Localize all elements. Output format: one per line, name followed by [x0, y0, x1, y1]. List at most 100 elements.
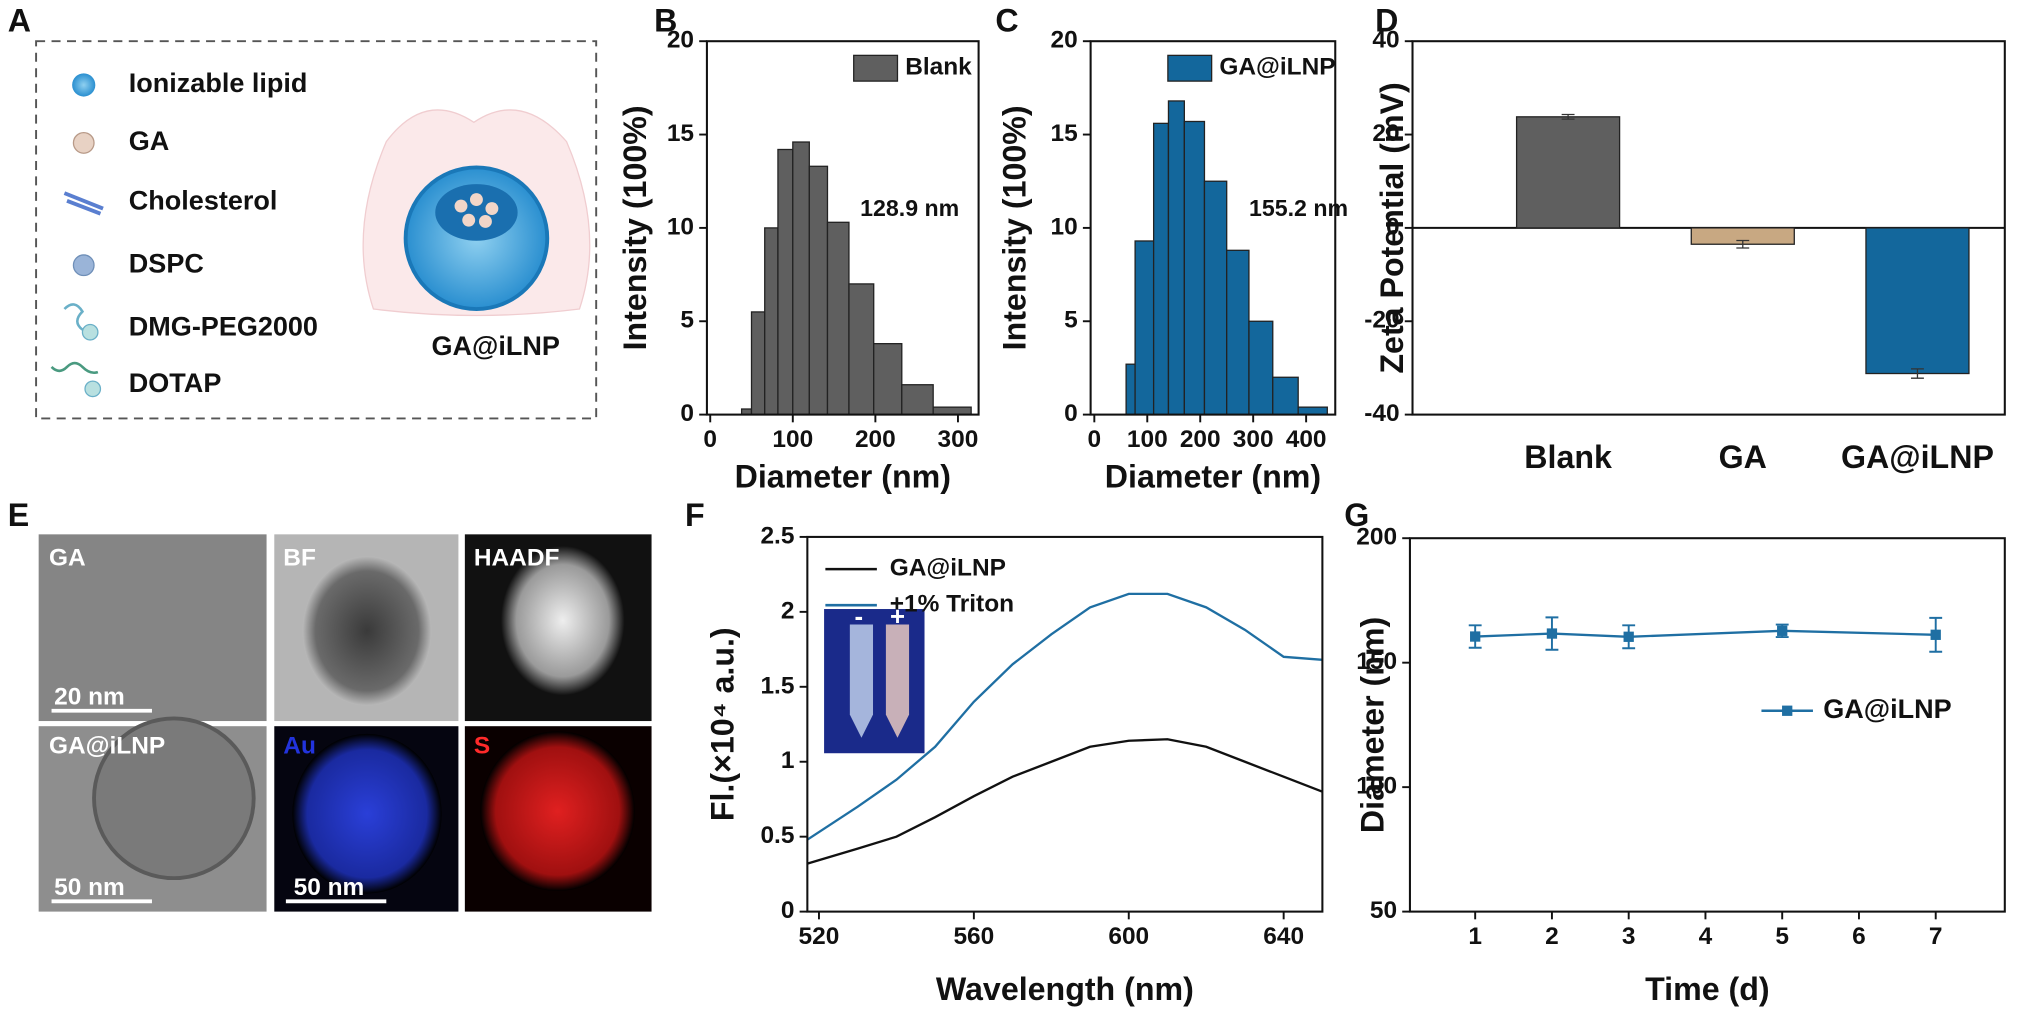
legend-item: Cholesterol: [129, 185, 278, 215]
hist-bar: [1152, 122, 1170, 416]
scale-label: 20 nm: [54, 683, 125, 710]
error-bar: [1561, 113, 1575, 120]
image-label: HAADF: [474, 544, 560, 571]
y-tick-label: 5: [1064, 307, 1078, 334]
axes-frame: [1411, 40, 2006, 416]
y-tick-label: -40: [1364, 400, 1399, 427]
y-tick-label: 150: [1356, 648, 1397, 675]
hist-bar: [1248, 320, 1274, 416]
legend-icons: [50, 73, 104, 398]
annotation: 128.9 nm: [860, 195, 959, 221]
legend-marker: [1782, 705, 1793, 716]
y-tick-label: 0: [781, 897, 795, 924]
legend-swatch: [1167, 54, 1213, 82]
line-series: [1475, 629, 1936, 638]
line-series: [807, 738, 1323, 865]
x-tick-label: 400: [1286, 426, 1327, 453]
panel-letter: B: [654, 3, 677, 39]
x-tick-label: 1: [1468, 923, 1482, 950]
x-tick-label: 200: [855, 426, 896, 453]
marker: [1470, 631, 1481, 642]
y-tick-label: 200: [1356, 524, 1397, 551]
axes-frame: [705, 40, 980, 416]
y-axis-label: Intensity (100%): [617, 105, 653, 350]
s-particle: [480, 731, 635, 892]
hist-bar: [1125, 363, 1136, 416]
scale-label: 50 nm: [54, 874, 125, 901]
x-tick-label: 100: [1127, 426, 1168, 453]
dashed-frame: [35, 40, 598, 420]
x-axis-label: Diameter (nm): [1105, 458, 1321, 494]
y-tick-label: 20: [667, 27, 694, 54]
error-bar: [1911, 368, 1924, 379]
hist-bar: [764, 227, 779, 416]
legend-label: GA@iLNP: [1219, 54, 1335, 81]
panel-e: [38, 534, 925, 912]
panel-letter: A: [8, 3, 31, 39]
axes-frame: [1089, 40, 1337, 416]
y-tick-label: 0: [1064, 400, 1078, 427]
hist-bar: [777, 148, 794, 416]
panel-letter: E: [8, 497, 29, 533]
y-tick-label: 1.5: [760, 672, 794, 699]
tube: [885, 624, 910, 738]
legend-swatch: [853, 54, 899, 82]
legend-label: Blank: [905, 54, 972, 81]
y-tick-label: 10: [667, 213, 694, 240]
hist-bar: [1167, 100, 1185, 416]
x-tick-label: 200: [1180, 426, 1221, 453]
x-tick-label: 300: [938, 426, 979, 453]
x-tick-label: 600: [1108, 923, 1149, 950]
hist-bar: [1226, 249, 1250, 416]
scale-label: 50 nm: [294, 874, 365, 901]
y-tick-label: 50: [1370, 897, 1397, 924]
annotation: 155.2 nm: [1249, 195, 1348, 221]
hist-bar: [901, 384, 934, 416]
marker: [1546, 628, 1558, 639]
bf-particle: [302, 556, 432, 706]
line-series: [806, 592, 1323, 841]
x-axis-label: Diameter (nm): [735, 458, 951, 494]
error-bar: [1736, 239, 1750, 249]
legend-item: Ionizable lipid: [129, 68, 308, 98]
legend-item: GA: [129, 126, 170, 156]
x-tick-label: 0: [1088, 426, 1102, 453]
marker: [1777, 625, 1788, 636]
image-label: GA: [49, 544, 86, 571]
bar: [1515, 116, 1621, 229]
y-axis-label: Diameter (nm): [1355, 617, 1391, 833]
particle-label: GA@iLNP: [432, 331, 560, 361]
panel-a: [35, 40, 598, 420]
au-particle: [292, 733, 442, 894]
hist-bar: [873, 343, 903, 416]
x-tick-label: 520: [799, 923, 840, 950]
x-tick-label: 5: [1775, 923, 1789, 950]
y-axis-label: Zeta Potential (mV): [1374, 82, 1410, 373]
x-tick-label: 100: [772, 426, 813, 453]
x-axis-label: Wavelength (nm): [936, 971, 1194, 1007]
y-tick-label: 15: [1051, 120, 1078, 147]
scale-bars: [51, 708, 387, 904]
image-label: Au: [283, 732, 316, 759]
y-tick-label: 0: [1386, 213, 1400, 240]
y-tick-label: 40: [1372, 27, 1399, 54]
tem-particle: [92, 716, 256, 881]
bar: [1865, 227, 1970, 375]
image-label: BF: [283, 544, 316, 571]
tube: [849, 624, 874, 738]
x-tick-label: Blank: [1524, 439, 1612, 475]
hist-bar: [1203, 180, 1228, 416]
y-tick-label: 100: [1356, 773, 1397, 800]
image-label: S: [474, 732, 490, 759]
panel-letter: D: [1375, 3, 1398, 39]
inset-photo: [824, 609, 925, 754]
y-tick-label: 0: [680, 400, 694, 427]
y-tick-label: 2.5: [760, 522, 794, 549]
panel-letter: F: [685, 497, 705, 533]
x-tick-label: 7: [1929, 923, 1943, 950]
panel-letter: C: [995, 3, 1018, 39]
y-axis-label: Intensity (100%): [997, 105, 1033, 350]
legend-label: GA@iLNP: [1823, 694, 1951, 724]
